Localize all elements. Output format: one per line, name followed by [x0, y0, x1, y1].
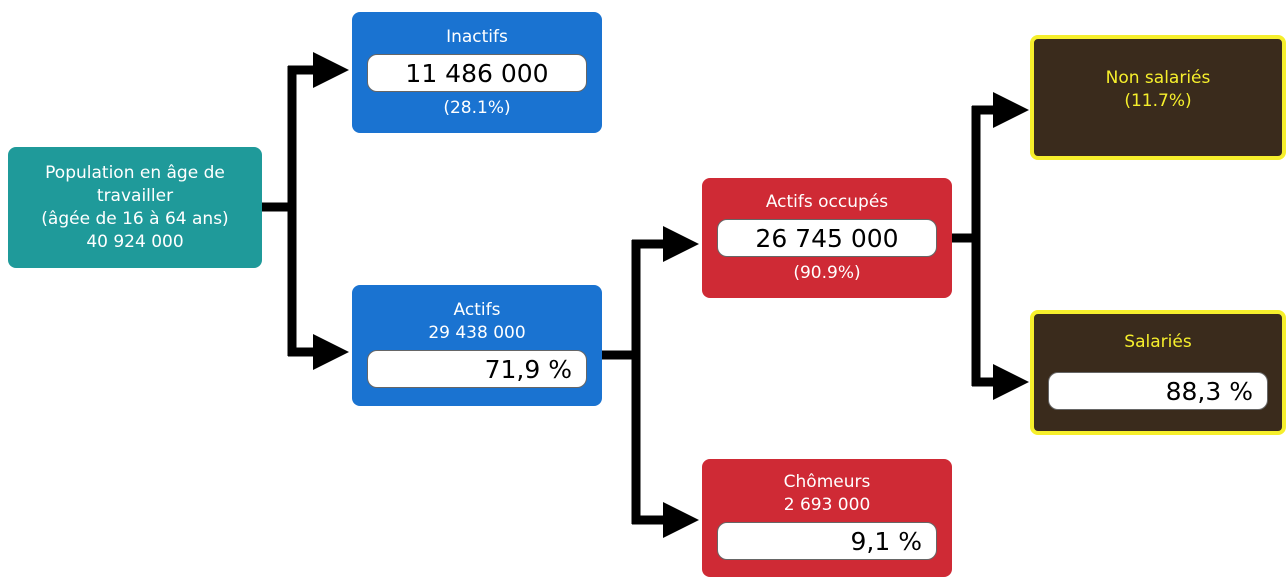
node-label: Actifs occupés — [765, 192, 889, 212]
node: Chômeurs 2 693 000 9,1 % — [702, 459, 952, 577]
node-label: Chômeurs — [783, 472, 871, 492]
node: Inactifs 11 486 000 (28.1%) — [352, 12, 602, 133]
node-note: (28.1%) — [443, 97, 511, 118]
node-label: Salariés — [1124, 331, 1192, 352]
node-label: Non salariés — [1105, 68, 1211, 88]
connector-group — [262, 52, 1029, 538]
connector — [602, 240, 641, 524]
node-label: 29 438 000 — [428, 322, 526, 343]
node-label: Population en âge de — [45, 162, 225, 183]
value-box: 71,9 % — [367, 349, 587, 388]
node: Population en âge de travailler (âgée de 1… — [8, 147, 262, 268]
node: Actifs occupés 26 745 000 (90.9%) — [702, 178, 952, 298]
node-note: (90.9%) — [793, 263, 861, 283]
value-box: 9,1 % — [717, 522, 937, 560]
value-box: 11 486 000 — [367, 53, 587, 92]
node-label: 40 924 000 — [86, 231, 184, 252]
node-label: travailler — [96, 185, 174, 206]
value-box: 88,3 % — [1048, 371, 1268, 410]
node-label: Inactifs — [446, 26, 508, 47]
node-label: 2 693 000 — [783, 495, 871, 515]
node-label: Actifs — [453, 299, 501, 320]
node: Non salariés (11.7%) — [1030, 35, 1286, 160]
value-box: 26 745 000 — [717, 219, 937, 257]
connector — [262, 66, 297, 356]
node-label: (âgée de 16 à 64 ans) — [41, 208, 229, 229]
node: Salariés 88,3 % — [1030, 310, 1286, 435]
node: Actifs 29 438 000 71,9 % — [352, 285, 602, 406]
connector — [952, 106, 981, 386]
node-label: (11.7%) — [1124, 91, 1192, 111]
